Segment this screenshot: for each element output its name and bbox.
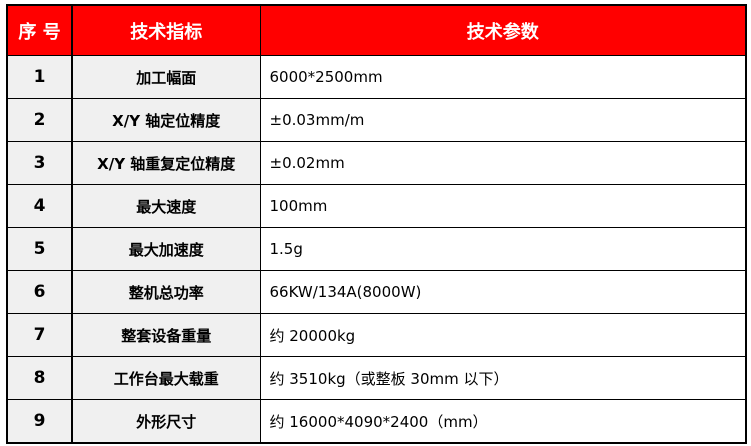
parameter-cell: 1.5g: [259, 227, 747, 271]
table-row: 3 X/Y 轴重复定位精度 ±0.02mm: [6, 141, 747, 185]
parameter-cell: 66KW/134A(8000W): [259, 270, 747, 314]
row-number: 1: [6, 55, 73, 99]
table-row: 9 外形尺寸约 16000*4090*2400（mm）: [6, 399, 747, 444]
table-row: 2 X/Y 轴定位精度 ±0.03mm/m: [6, 98, 747, 142]
header-indicator: 技术指标: [71, 4, 261, 56]
spec-table: 序 号 技术指标 技术参数 1 加工幅面 6000*2500mm 2 X/Y 轴定位精度…: [6, 4, 747, 444]
parameter-cell: 6000*2500mm: [259, 55, 747, 99]
header-parameter: 技术参数: [259, 4, 747, 56]
indicator-cell: 外形尺寸: [71, 399, 261, 444]
row-number: 9: [6, 399, 73, 444]
indicator-cell: X/Y 轴重复定位精度: [71, 141, 261, 185]
table-row: 1 加工幅面 6000*2500mm: [6, 55, 747, 99]
indicator-cell: X/Y 轴定位精度: [71, 98, 261, 142]
header-no: 序 号: [6, 4, 73, 56]
parameter-cell: ±0.03mm/m: [259, 98, 747, 142]
row-number: 2: [6, 98, 73, 142]
table-row: 6 整机总功率 66KW/134A(8000W): [6, 270, 747, 314]
indicator-cell: 最大加速度: [71, 227, 261, 271]
table-row: 8 工作台最大载重约 3510kg（或整板 30mm 以下）: [6, 356, 747, 400]
parameter-cell: 100mm: [259, 184, 747, 228]
row-number: 5: [6, 227, 73, 271]
row-number: 8: [6, 356, 73, 400]
indicator-cell: 工作台最大载重: [71, 356, 261, 400]
indicator-cell: 整套设备重量: [71, 313, 261, 357]
table-row: 4 最大速度 100mm: [6, 184, 747, 228]
row-number: 7: [6, 313, 73, 357]
parameter-cell: ±0.02mm: [259, 141, 747, 185]
parameter-cell: 约 16000*4090*2400（mm）: [259, 399, 747, 444]
row-number: 3: [6, 141, 73, 185]
row-number: 6: [6, 270, 73, 314]
table-row: 7 整套设备重量约 20000kg: [6, 313, 747, 357]
indicator-cell: 整机总功率: [71, 270, 261, 314]
parameter-cell: 约 3510kg（或整板 30mm 以下）: [259, 356, 747, 400]
row-number: 4: [6, 184, 73, 228]
table-row: 5 最大加速度 1.5g: [6, 227, 747, 271]
parameter-cell: 约 20000kg: [259, 313, 747, 357]
header-row: 序 号 技术指标 技术参数: [6, 4, 747, 56]
indicator-cell: 加工幅面: [71, 55, 261, 99]
indicator-cell: 最大速度: [71, 184, 261, 228]
